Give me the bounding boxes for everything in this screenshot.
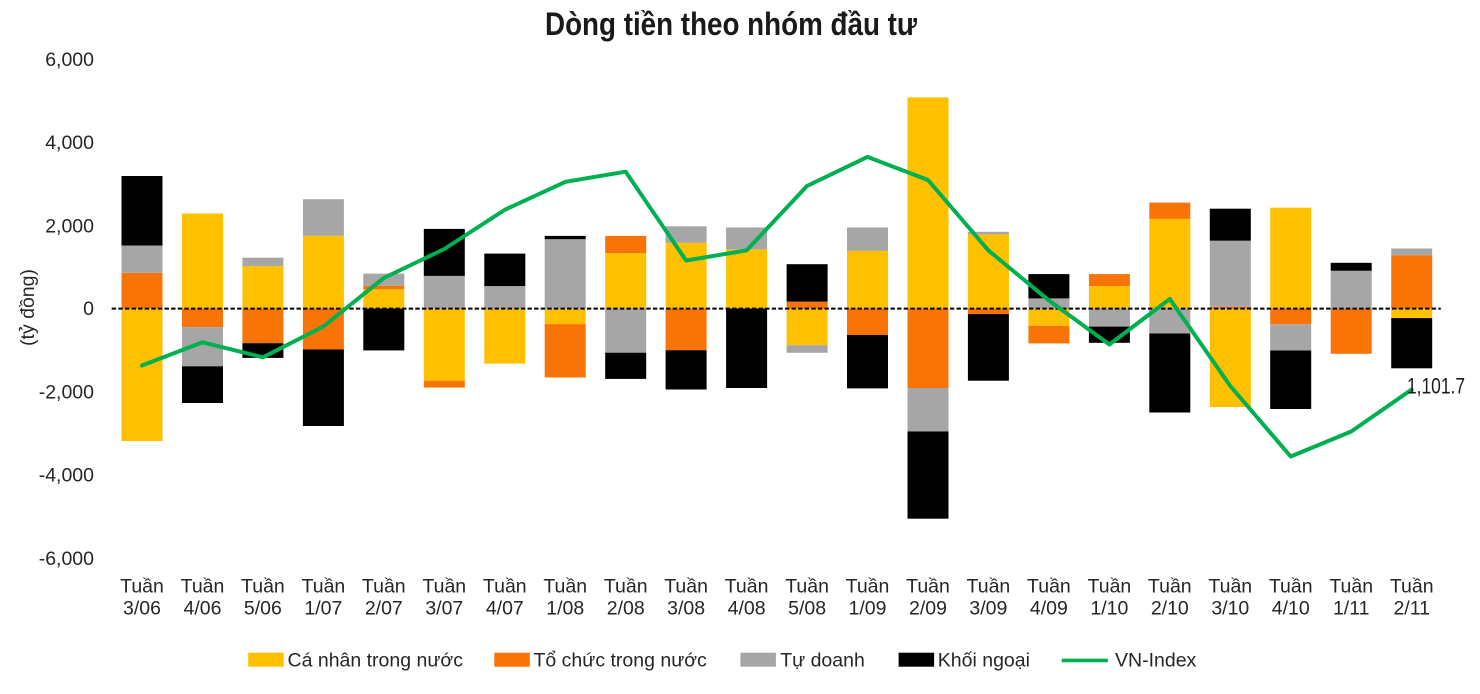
svg-text:2/11: 2/11 xyxy=(1393,598,1430,620)
svg-text:Tuần: Tuần xyxy=(241,576,285,598)
svg-text:1,101.7: 1,101.7 xyxy=(1407,374,1465,399)
svg-text:3/08: 3/08 xyxy=(667,598,705,620)
svg-text:Tuần: Tuần xyxy=(181,576,225,598)
svg-text:Tuần: Tuần xyxy=(543,576,587,598)
svg-text:5/06: 5/06 xyxy=(244,598,282,620)
svg-text:Tuần: Tuần xyxy=(664,576,708,598)
svg-text:Tuần: Tuần xyxy=(604,576,648,598)
svg-text:4/09: 4/09 xyxy=(1030,598,1068,620)
svg-text:Tuần: Tuần xyxy=(1088,576,1132,598)
svg-text:Tuần: Tuần xyxy=(1329,576,1373,598)
svg-text:Tuần: Tuần xyxy=(1390,576,1434,598)
svg-text:Cá nhân trong nước: Cá nhân trong nước xyxy=(288,650,464,672)
svg-text:Khối ngoại: Khối ngoại xyxy=(938,650,1030,672)
svg-text:Tuần: Tuần xyxy=(1027,576,1071,598)
svg-text:Tuần: Tuần xyxy=(906,576,950,598)
svg-text:Tuần: Tuần xyxy=(785,576,829,598)
svg-text:Dòng tiền theo nhóm đầu tư: Dòng tiền theo nhóm đầu tư xyxy=(545,6,918,42)
svg-text:6,000: 6,000 xyxy=(45,49,94,71)
svg-text:Tuần: Tuần xyxy=(1269,576,1313,598)
svg-text:Tuần: Tuần xyxy=(362,576,406,598)
svg-text:4/07: 4/07 xyxy=(486,598,524,620)
svg-text:1/07: 1/07 xyxy=(304,598,342,620)
svg-text:Tuần: Tuần xyxy=(483,576,527,598)
svg-text:Tuần: Tuần xyxy=(967,576,1011,598)
svg-text:0: 0 xyxy=(83,298,94,320)
svg-text:Tuần: Tuần xyxy=(846,576,890,598)
svg-text:2/10: 2/10 xyxy=(1151,598,1189,620)
svg-text:3/09: 3/09 xyxy=(969,598,1007,620)
svg-text:2,000: 2,000 xyxy=(45,215,94,237)
svg-text:-4,000: -4,000 xyxy=(39,465,94,487)
svg-text:Tổ chức trong nước: Tổ chức trong nước xyxy=(534,650,708,672)
svg-text:1/10: 1/10 xyxy=(1090,598,1128,620)
svg-text:3/07: 3/07 xyxy=(425,598,463,620)
svg-text:2/08: 2/08 xyxy=(607,598,645,620)
svg-text:Tuần: Tuần xyxy=(302,576,346,598)
svg-text:Tuần: Tuần xyxy=(1148,576,1192,598)
svg-text:1/11: 1/11 xyxy=(1333,598,1370,620)
svg-text:Tự doanh: Tự doanh xyxy=(780,650,865,672)
svg-text:1/09: 1/09 xyxy=(849,598,887,620)
svg-text:Tuần: Tuần xyxy=(725,576,769,598)
svg-text:VN-Index: VN-Index xyxy=(1115,650,1197,672)
svg-text:3/10: 3/10 xyxy=(1211,598,1249,620)
svg-text:4/06: 4/06 xyxy=(184,598,222,620)
svg-text:2/07: 2/07 xyxy=(365,598,403,620)
svg-text:1/08: 1/08 xyxy=(546,598,584,620)
svg-text:Tuần: Tuần xyxy=(422,576,466,598)
svg-text:4/10: 4/10 xyxy=(1272,598,1310,620)
svg-text:-6,000: -6,000 xyxy=(39,548,94,570)
svg-text:2/09: 2/09 xyxy=(909,598,947,620)
svg-text:Tuần: Tuần xyxy=(120,576,164,598)
svg-text:3/06: 3/06 xyxy=(123,598,161,620)
svg-text:-2,000: -2,000 xyxy=(39,381,94,403)
svg-text:4/08: 4/08 xyxy=(728,598,766,620)
svg-text:5/08: 5/08 xyxy=(788,598,826,620)
svg-text:(tỷ đồng): (tỷ đồng) xyxy=(17,269,39,346)
svg-text:4,000: 4,000 xyxy=(45,132,94,154)
svg-text:Tuần: Tuần xyxy=(1208,576,1252,598)
